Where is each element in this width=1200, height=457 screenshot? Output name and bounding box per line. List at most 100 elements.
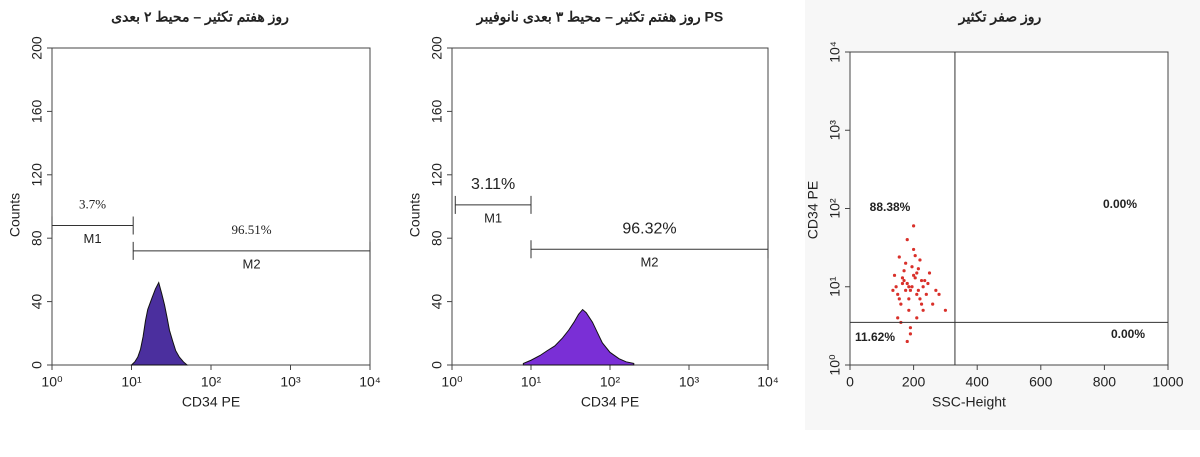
scatter-point <box>899 302 903 306</box>
gate-name: M1 <box>484 210 502 225</box>
scatter-point <box>907 308 911 312</box>
scatter-point <box>905 281 909 286</box>
y-axis-label: Counts <box>7 193 23 237</box>
scatter-point <box>915 271 919 275</box>
quadrant-label: 0.00% <box>1103 197 1137 211</box>
y-tick-label: 10¹ <box>827 276 843 297</box>
scatter-point <box>927 271 932 275</box>
y-tick-label: 0 <box>29 361 45 369</box>
y-tick-label: 200 <box>429 36 445 60</box>
gate-label: 3.11% <box>471 176 515 193</box>
y-tick-label: 40 <box>29 294 45 310</box>
scatter-point <box>924 292 928 296</box>
quadrant-label: 11.62% <box>855 330 895 344</box>
scatter-point <box>923 278 927 283</box>
scatter-point <box>919 278 924 283</box>
scatter-point <box>896 316 900 320</box>
y-tick-label: 10⁴ <box>827 41 843 63</box>
scatter-point <box>910 265 914 269</box>
gate-label: 96.51% <box>232 222 272 237</box>
quadrant-label: 0.00% <box>1111 327 1145 341</box>
x-tick-label: 10³ <box>280 374 301 390</box>
scatter-point <box>912 247 916 252</box>
quadrant-label: 88.38% <box>870 200 911 214</box>
gate-name: M2 <box>640 255 658 270</box>
scatter-point <box>918 297 922 301</box>
scatter-point <box>904 288 908 292</box>
x-tick-label: 1000 <box>1152 374 1183 390</box>
y-tick-label: 200 <box>29 36 45 60</box>
scatter-point <box>921 308 925 312</box>
x-tick-label: 200 <box>902 374 926 390</box>
scatter-point <box>900 281 905 286</box>
x-tick-label: 0 <box>846 374 854 390</box>
y-tick-label: 120 <box>429 163 445 187</box>
x-tick-label: 10² <box>600 374 621 390</box>
y-tick-label: 10² <box>827 198 843 219</box>
x-tick-label: 800 <box>1093 374 1117 390</box>
y-axis-label: Counts <box>407 193 423 237</box>
y-tick-label: 10⁰ <box>827 354 843 376</box>
x-axis-label: SSC-Height <box>932 394 1006 410</box>
x-tick-label: 600 <box>1029 374 1053 390</box>
histogram-area <box>522 308 635 366</box>
scatter-point <box>913 254 917 258</box>
scatter-point <box>897 255 901 259</box>
scatter-point <box>891 288 895 292</box>
scatter-point <box>921 285 925 289</box>
y-tick-label: 160 <box>29 100 45 124</box>
scatter-point <box>892 273 897 277</box>
x-tick-label: 10⁴ <box>359 374 381 390</box>
y-tick-label: 0 <box>429 361 445 369</box>
scatter-point <box>915 316 919 320</box>
scatter-point <box>908 332 913 336</box>
plot-frame <box>849 51 1169 366</box>
y-tick-label: 10³ <box>827 120 843 141</box>
scatter-point <box>902 278 906 283</box>
x-axis-label: CD34 PE <box>581 394 639 410</box>
x-tick-label: 10¹ <box>521 374 542 390</box>
y-axis-label: CD34 PE <box>805 181 821 239</box>
y-tick-label: 120 <box>29 163 45 187</box>
y-tick-label: 40 <box>429 294 445 310</box>
scatter-point <box>913 276 917 280</box>
chart-title: روز هفتم تکثیر – محیط ۳ بعدی نانوفیبر PS <box>476 9 723 26</box>
x-tick-label: 400 <box>966 374 990 390</box>
scatter-point <box>912 273 916 277</box>
scatter-point <box>908 288 913 292</box>
scatter-point <box>907 297 911 301</box>
chart-title: روز صفر تکثیر <box>958 9 1042 26</box>
x-tick-label: 10⁰ <box>441 374 463 390</box>
scatter-point <box>926 281 930 286</box>
plot-frame <box>451 47 769 366</box>
scatter-point <box>912 224 916 228</box>
scatter-point <box>904 261 908 265</box>
scatter-point <box>937 292 941 296</box>
scatter-point <box>910 285 914 289</box>
scatter-point <box>894 285 898 289</box>
scatter-point <box>900 276 905 280</box>
scatter-point <box>896 292 900 296</box>
scatter-point <box>897 297 901 301</box>
scatter-point <box>905 238 909 242</box>
scatter-point <box>943 308 948 312</box>
x-tick-label: 10² <box>201 374 222 390</box>
gate-label: 96.32% <box>622 221 676 238</box>
scatter-point <box>931 302 935 306</box>
scatter-point <box>916 288 920 292</box>
x-tick-label: 10⁰ <box>41 374 63 390</box>
x-tick-label: 10³ <box>679 374 700 390</box>
gate-name: M2 <box>243 256 261 271</box>
scatter-point <box>905 339 909 344</box>
scatter-point <box>907 285 911 289</box>
y-tick-label: 80 <box>429 230 445 246</box>
histogram-area <box>130 281 189 366</box>
x-tick-label: 10⁴ <box>757 374 779 390</box>
x-tick-label: 10¹ <box>121 374 142 390</box>
scatter-point <box>934 288 938 292</box>
x-axis-label: CD34 PE <box>182 394 240 410</box>
scatter-point <box>916 267 920 271</box>
gate-name: M1 <box>84 231 102 246</box>
y-tick-label: 160 <box>429 100 445 124</box>
